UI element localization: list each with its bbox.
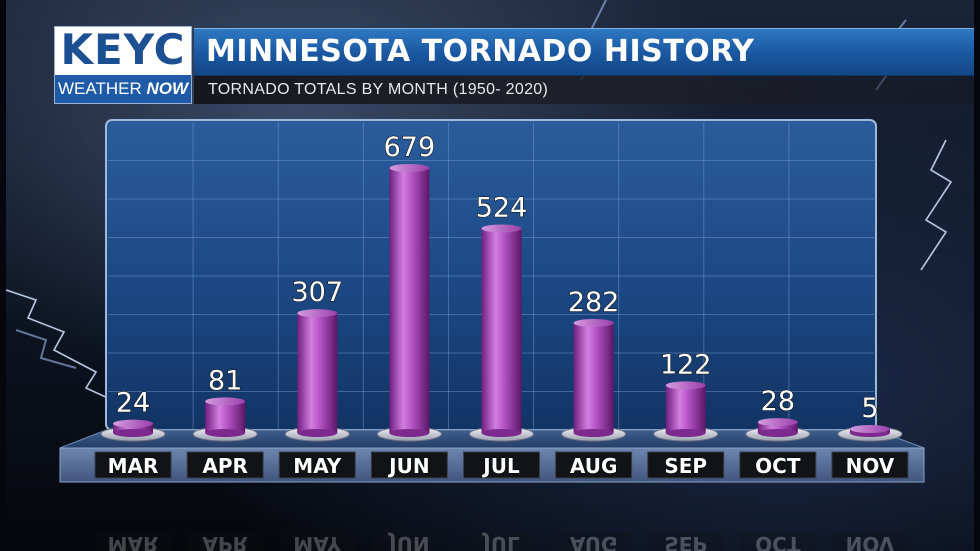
bar-bottom-cap [481, 429, 522, 437]
category-reflection-label: MAR [108, 532, 159, 551]
category-reflection-box [187, 532, 264, 551]
data-label: 282 [568, 287, 620, 318]
data-label: 24 [116, 388, 150, 419]
category-label-box [186, 451, 264, 479]
bar-top-cap [665, 381, 706, 390]
category-label-box [555, 451, 633, 479]
bar-bottom-cap [573, 429, 614, 437]
title-bar: MINNESOTA TORNADO HISTORY [194, 28, 974, 76]
bar-top-cap [481, 224, 522, 233]
bar-bottom-cap [389, 429, 430, 437]
data-label: 28 [761, 386, 795, 417]
category-label-box [739, 451, 817, 479]
category-label-box [94, 451, 172, 479]
bar-top-cap [849, 425, 890, 433]
bar-bottom-cap [665, 429, 706, 437]
data-label: 81 [208, 365, 242, 396]
bar-bottom-cap [757, 429, 798, 437]
data-label: 679 [384, 132, 436, 163]
broadcast-graphic: KEYC WEATHER NOW MINNESOTA TORNADO HISTO… [6, 0, 974, 551]
bar-bottom-cap [205, 429, 246, 437]
category-label: JUL [481, 454, 520, 478]
category-reflection-label: OCT [755, 532, 801, 551]
category-label: MAR [108, 454, 159, 478]
bar-top-cap [757, 418, 798, 427]
category-reflection-label: AUG [570, 532, 618, 551]
subtitle-bar: TORNADO TOTALS BY MONTH (1950- 2020) [194, 76, 974, 104]
data-label: 307 [292, 277, 344, 308]
category-reflection-box [739, 532, 816, 551]
bar-series: 24 MAR 81 APR 307 MAY 679 JUN 524 JUL 282 AUG 122 SEP… [94, 131, 909, 479]
category-label-box [463, 451, 540, 479]
logo-subtitle: WEATHER NOW [55, 75, 191, 103]
logo-text: KEYC [60, 25, 186, 74]
bar [389, 168, 430, 433]
category-label: SEP [664, 454, 707, 478]
logo-sub-now: NOW [146, 79, 189, 98]
bar-top-cap [573, 318, 614, 327]
page-title: MINNESOTA TORNADO HISTORY [206, 34, 755, 69]
category-reflection-box [647, 532, 724, 551]
data-label: 524 [476, 192, 528, 223]
category-reflection-label: SEP [664, 532, 707, 551]
bar-bottom-cap [113, 429, 154, 437]
bar [757, 422, 798, 433]
category-reflection-box [371, 532, 448, 551]
category-reflection-box [555, 532, 632, 551]
bar-top-cap [297, 309, 338, 318]
category-reflection-label: JUL [481, 532, 520, 551]
category-reflection-label: APR [202, 532, 248, 551]
page-subtitle: TORNADO TOTALS BY MONTH (1950- 2020) [208, 81, 549, 98]
bar [573, 322, 614, 433]
category-reflection-box [463, 532, 540, 551]
bar [481, 228, 522, 433]
category-label-box [647, 451, 725, 479]
category-label-box [831, 451, 909, 479]
tornado-bar-chart: 24 MAR 81 APR 307 MAY 679 JUN 524 JUL 282 AUG 122 SEP… [59, 119, 925, 551]
bar-top-cap [205, 397, 246, 406]
category-label: OCT [755, 454, 801, 478]
category-label: AUG [570, 454, 618, 478]
category-label: MAY [293, 454, 341, 478]
data-label: 122 [660, 349, 712, 380]
bar [297, 313, 338, 433]
bar [205, 401, 246, 433]
category-reflection-box [831, 532, 908, 551]
category-label-box [370, 451, 448, 479]
category-reflection-label: NOV [846, 532, 895, 551]
station-logo: KEYC WEATHER NOW [54, 26, 192, 104]
category-label: NOV [846, 454, 895, 478]
bar [665, 385, 706, 433]
bar-top-cap [113, 419, 154, 428]
category-reflection: MAR APR MAY JUN JUL AUG SEP OCT NOV [95, 532, 908, 551]
category-reflection-box [95, 532, 172, 551]
bar-top-cap [389, 164, 430, 172]
logo-sub-weather: WEATHER [57, 79, 142, 98]
bar-bottom-cap [297, 429, 338, 437]
category-reflection-box [279, 532, 356, 551]
category-label-box [278, 451, 356, 479]
bar [113, 423, 154, 433]
category-reflection-label: JUN [387, 532, 429, 551]
category-reflection-label: MAY [293, 532, 341, 551]
data-label: 5 [861, 393, 878, 424]
category-label: JUN [387, 454, 429, 478]
chart-grid [108, 122, 874, 430]
category-label: APR [202, 454, 248, 478]
